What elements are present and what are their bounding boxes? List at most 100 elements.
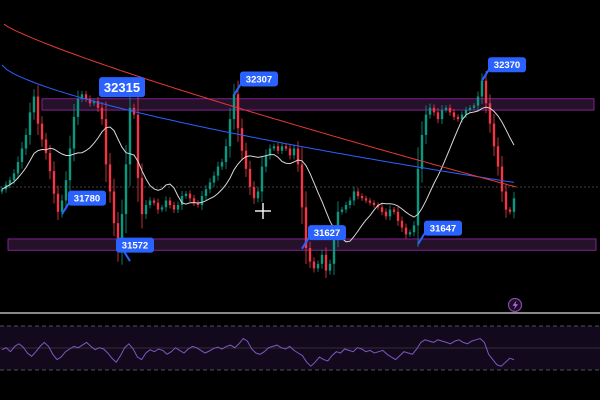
- candle: [476, 91, 480, 111]
- price-callout[interactable]: 32315: [99, 77, 145, 98]
- candle: [376, 202, 380, 210]
- candle: [392, 206, 396, 215]
- rsi-line: [1, 337, 515, 367]
- candle: [308, 241, 312, 269]
- candle: [384, 208, 388, 220]
- price-callout[interactable]: 32370: [481, 57, 526, 82]
- callout-label: 31627: [314, 228, 340, 239]
- candle: [284, 143, 288, 152]
- candle: [344, 201, 348, 213]
- moving-averages: [1, 23, 517, 243]
- candle: [48, 144, 52, 180]
- candle: [56, 185, 60, 220]
- candle: [172, 201, 176, 213]
- candle: [388, 205, 392, 221]
- candle: [416, 147, 420, 247]
- callout-label: 31780: [74, 194, 100, 205]
- candle: [16, 156, 20, 180]
- candle: [24, 128, 28, 156]
- candle: [32, 89, 36, 120]
- candle: [312, 257, 316, 273]
- resistance-zone[interactable]: [41, 98, 595, 111]
- candle: [224, 138, 228, 170]
- candle: [104, 101, 108, 182]
- candle: [68, 135, 72, 194]
- candle: [488, 94, 492, 133]
- candle: [128, 86, 132, 186]
- candle: [120, 199, 124, 265]
- candle: [288, 144, 292, 160]
- price-callout[interactable]: 31572: [116, 237, 154, 262]
- rsi-pane: [0, 325, 600, 371]
- candle: [212, 171, 216, 187]
- candle: [340, 206, 344, 215]
- candle: [204, 185, 208, 201]
- lightning-icon[interactable]: [507, 297, 523, 313]
- candle: [208, 178, 212, 194]
- candle: [264, 149, 268, 173]
- candle: [360, 193, 364, 201]
- candle: [328, 259, 332, 275]
- candle: [116, 211, 120, 262]
- candle: [304, 191, 308, 265]
- candle: [472, 102, 476, 111]
- candle: [404, 223, 408, 239]
- crosshair-icon[interactable]: [255, 203, 271, 219]
- candle: [244, 142, 248, 178]
- price-callout[interactable]: 32307: [233, 71, 278, 96]
- candle: [276, 142, 280, 155]
- candle: [412, 221, 416, 237]
- candle: [372, 200, 376, 208]
- candle: [300, 147, 304, 225]
- support-zone[interactable]: [7, 238, 597, 251]
- candle: [64, 171, 68, 210]
- candle: [496, 137, 500, 176]
- candle: [324, 247, 328, 278]
- candle: [136, 90, 140, 202]
- candle: [272, 143, 276, 152]
- candle: [200, 191, 204, 211]
- candle: [356, 188, 360, 200]
- candle: [0, 186, 4, 195]
- price-callout[interactable]: 31627: [301, 225, 346, 250]
- price-callout[interactable]: 31780: [61, 190, 106, 215]
- candle: [44, 132, 48, 160]
- candle: [292, 144, 296, 160]
- candle: [452, 108, 456, 121]
- candle: [508, 206, 512, 215]
- candle: [320, 249, 324, 269]
- candle: [192, 194, 196, 207]
- candle: [480, 73, 484, 104]
- candle: [260, 156, 264, 202]
- candle: [248, 160, 252, 196]
- callout-label: 31572: [122, 241, 148, 252]
- candle: [188, 190, 192, 202]
- candle: [140, 163, 144, 229]
- price-callouts: 32315 32307 31780 31572 31627 31647 32370: [61, 57, 526, 262]
- candle: [512, 191, 516, 219]
- candle: [444, 105, 448, 113]
- candle: [176, 201, 180, 213]
- candle: [368, 197, 372, 206]
- candle: [180, 191, 184, 211]
- candle: [448, 104, 452, 116]
- callout-label: 31647: [430, 224, 456, 235]
- candle: [84, 90, 88, 103]
- candle: [500, 156, 504, 202]
- price-callout[interactable]: 31647: [417, 220, 462, 245]
- candle: [352, 186, 356, 206]
- candle: [196, 200, 200, 208]
- candle: [148, 197, 152, 209]
- candle: [96, 96, 100, 113]
- candle: [440, 105, 444, 125]
- candle: [40, 116, 44, 147]
- candle: [428, 103, 432, 119]
- candle: [216, 161, 220, 181]
- candle: [8, 176, 12, 189]
- ma-long-line: [3, 23, 517, 188]
- candle: [108, 153, 112, 203]
- candle: [396, 206, 400, 226]
- candle: [436, 108, 440, 124]
- candle: [156, 198, 160, 214]
